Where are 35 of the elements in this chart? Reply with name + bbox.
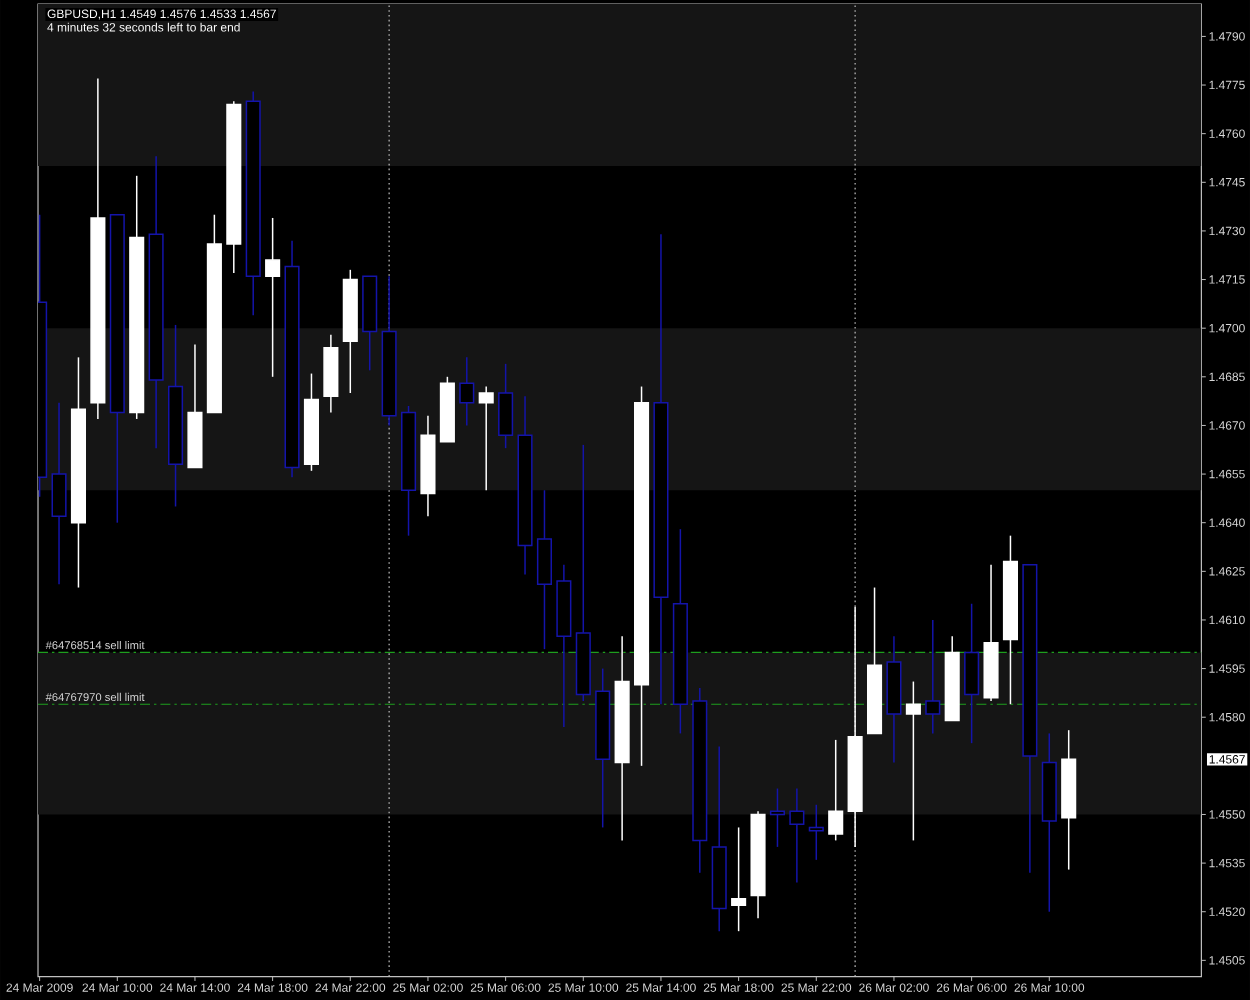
candlestick bbox=[1041, 732, 1057, 913]
candlestick bbox=[517, 395, 533, 576]
candlestick bbox=[245, 90, 261, 316]
candlestick bbox=[731, 826, 747, 932]
candlestick bbox=[886, 635, 902, 764]
candlestick bbox=[536, 489, 552, 650]
candlestick bbox=[284, 239, 300, 479]
candlestick bbox=[51, 402, 67, 586]
candlestick bbox=[595, 667, 611, 829]
candlestick bbox=[692, 687, 708, 874]
candlestick bbox=[789, 787, 805, 884]
candlestick bbox=[672, 528, 688, 735]
candlestick bbox=[614, 635, 630, 842]
candlestick bbox=[90, 77, 106, 420]
candlestick bbox=[769, 787, 786, 848]
candlestick bbox=[226, 100, 242, 274]
candlestick bbox=[925, 619, 941, 735]
candlestick bbox=[148, 155, 164, 449]
candlestick bbox=[168, 324, 184, 508]
candlestick bbox=[711, 745, 727, 932]
candlestick bbox=[323, 333, 339, 414]
candlestick bbox=[556, 564, 572, 728]
candlestick bbox=[1002, 534, 1018, 705]
candlestick bbox=[459, 356, 475, 427]
candlestick bbox=[70, 356, 87, 589]
candlestick bbox=[1061, 729, 1077, 871]
candlestick bbox=[653, 233, 669, 705]
candlestick bbox=[750, 810, 766, 919]
candlestick bbox=[381, 275, 397, 427]
candlestick bbox=[265, 217, 281, 378]
candlestick bbox=[420, 414, 436, 517]
candlestick bbox=[847, 606, 863, 848]
candlestick bbox=[964, 603, 980, 744]
candlestick bbox=[478, 385, 494, 492]
candlestick bbox=[905, 680, 921, 842]
